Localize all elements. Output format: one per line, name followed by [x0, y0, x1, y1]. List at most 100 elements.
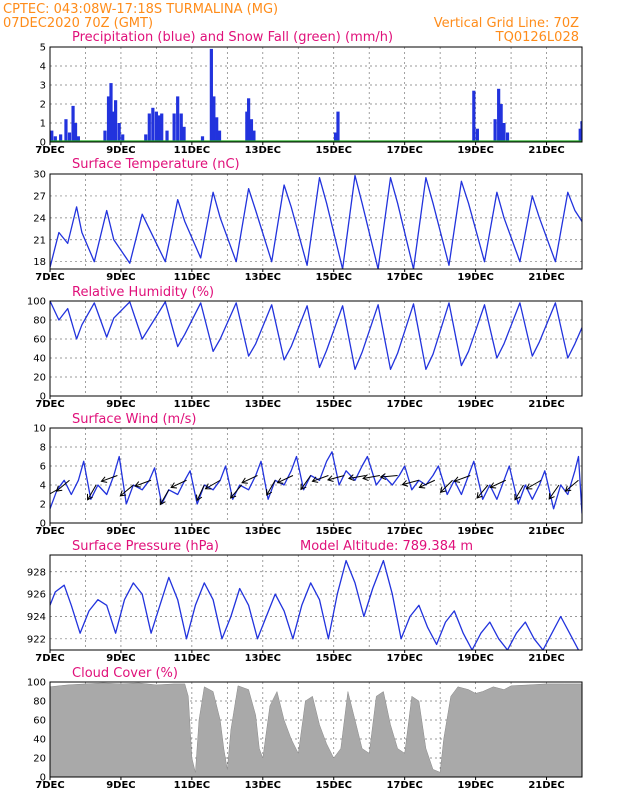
cloud-ytick-label: 80: [33, 697, 46, 708]
wind-arrow-head: [548, 493, 555, 500]
wind-panel: 0 2 4 6 8 10 7DEC 9DEC 11DEC 13DEC 15DEC 17DEC 19DEC…: [33, 424, 583, 537]
cloud-xtick-label: 21DEC: [528, 780, 564, 791]
precip-bar: [247, 98, 251, 142]
wind-arrow-head: [453, 476, 461, 483]
wind-line: [50, 451, 582, 514]
cloud-xtick-label: 17DEC: [386, 780, 422, 791]
pressure-xtick-label: 13DEC: [245, 653, 281, 664]
precip-bar: [472, 90, 476, 142]
precip-data: [50, 48, 582, 142]
wind-arrow-shaft: [196, 484, 205, 501]
wind-arrow-head: [100, 476, 108, 483]
pressure-ytick-label: 922: [27, 634, 46, 645]
precip-bar: [160, 113, 164, 142]
cloud-xtick-label: 15DEC: [316, 780, 352, 791]
wind-arrow: [476, 484, 489, 499]
wind-arrow: [241, 475, 258, 484]
wind-arrow-head: [42, 493, 48, 498]
precip-bar: [499, 104, 503, 142]
rh-ytick-label: 20: [33, 373, 46, 384]
temp-xtick-label: 9DEC: [106, 272, 135, 283]
wind-arrow-shaft: [526, 479, 542, 490]
precip-bar: [114, 100, 118, 142]
wind-arrow-shaft: [565, 479, 579, 492]
precip-xtick-label: 11DEC: [174, 145, 210, 156]
pressure-data: [50, 559, 580, 650]
rh-xtick-label: 11DEC: [174, 399, 210, 410]
wind-arrow-shaft: [490, 479, 506, 488]
wind-arrow-head: [362, 474, 369, 482]
wind-arrow: [362, 474, 380, 482]
wind-arrow-head: [229, 492, 237, 499]
wind-arrow-head: [564, 485, 572, 492]
pressure-ytick-label: 926: [27, 590, 46, 601]
precip-bar: [71, 105, 75, 142]
wind-arrow-shaft: [327, 475, 345, 481]
precip-bar: [179, 113, 183, 142]
precip-bar: [109, 83, 113, 142]
rh-ytick-label: 100: [27, 297, 46, 308]
wind-arrow-head: [476, 492, 483, 499]
rh-xtick-label: 13DEC: [245, 399, 281, 410]
cloud-ytick-label: 60: [33, 716, 46, 727]
cloud-area: [50, 682, 582, 777]
header-run-time: 07DEC2020 70Z (GMT): [3, 16, 153, 31]
temp-panel: 18 21 24 27 30 7DEC 9DEC 11DEC 13DEC 15DEC 17DEC 19…: [33, 170, 583, 283]
rh-xtick-label: 15DEC: [316, 399, 352, 410]
wind-arrow: [311, 475, 329, 483]
pressure-xtick-label: 19DEC: [457, 653, 493, 664]
wind-arrow-head: [241, 477, 248, 484]
wind-arrow-head: [418, 482, 426, 489]
wind-arrow: [489, 479, 506, 489]
wind-arrow-head: [489, 482, 497, 489]
precip-ytick-label: 0: [40, 138, 46, 149]
rh-xtick-label: 21DEC: [528, 399, 564, 410]
wind-arrow-shaft: [87, 484, 97, 500]
temp-data: [50, 174, 582, 269]
wind-xtick-label: 15DEC: [316, 526, 352, 537]
precip-bar: [249, 119, 254, 142]
wind-xtick-label: 21DEC: [528, 526, 564, 537]
temp-ytick-label: 30: [33, 170, 46, 181]
wind-ytick-label: 8: [40, 443, 46, 454]
wind-ytick-label: 10: [33, 424, 46, 435]
wind-arrow-shaft: [440, 479, 453, 493]
temp-title: Surface Temperature (nC): [72, 157, 240, 172]
wind-arrow: [300, 475, 312, 491]
precip-bar: [157, 115, 161, 142]
wind-arrow-head: [525, 483, 533, 490]
wind-arrow-head: [134, 481, 141, 488]
wind-arrow-head: [55, 485, 63, 492]
precip-bar: [176, 96, 180, 142]
pressure-ytick-label: 924: [27, 612, 46, 623]
wind-arrow-head: [327, 475, 334, 482]
cloud-ytick-label: 100: [27, 678, 46, 689]
wind-arrow-shaft: [514, 484, 524, 500]
wind-arrow: [55, 479, 70, 492]
temp-ytick-label: 18: [33, 257, 46, 268]
wind-arrow: [453, 475, 471, 483]
header-station: CPTEC: 043:08W-17:18S TURMALINA (MG): [3, 2, 278, 17]
temp-xtick-label: 13DEC: [245, 272, 281, 283]
wind-arrow-head: [119, 490, 127, 497]
temp-ytick-label: 24: [33, 213, 46, 224]
precip-bar: [106, 96, 111, 142]
temp-line: [50, 174, 582, 269]
wind-arrow-shaft: [419, 479, 436, 488]
wind-arrow-shaft: [277, 475, 294, 484]
wind-arrow-head: [276, 477, 284, 484]
cloud-xtick-label: 9DEC: [106, 780, 135, 791]
wind-arrow: [100, 475, 118, 483]
wind-arrow-shaft: [159, 489, 170, 505]
wind-xtick-label: 7DEC: [35, 526, 64, 537]
wind-arrow-head: [514, 493, 521, 501]
wind-arrow: [525, 479, 542, 490]
rh-panel: 0 20 40 60 80 100 7DEC 9DEC 11DEC 13DEC 15DEC 17DEC…: [27, 297, 583, 410]
cloud-panel: 0 20 40 60 80 100 7DEC 9DEC 11DEC 13DEC 15DEC 17DEC…: [27, 678, 583, 791]
wind-arrow: [87, 484, 97, 501]
precip-bar: [50, 130, 54, 142]
rh-ytick-label: 80: [33, 316, 46, 327]
temp-xtick-label: 15DEC: [316, 272, 352, 283]
precip-bar: [103, 130, 107, 142]
pressure-title: Surface Pressure (hPa): [72, 539, 219, 554]
